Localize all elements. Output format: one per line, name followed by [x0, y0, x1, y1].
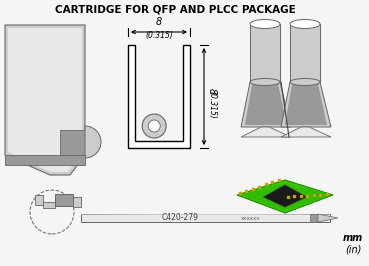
Polygon shape — [290, 24, 320, 82]
Polygon shape — [128, 45, 190, 148]
Text: (0.315): (0.315) — [207, 90, 216, 118]
Bar — [287, 196, 290, 199]
Polygon shape — [5, 155, 85, 165]
Circle shape — [148, 120, 160, 132]
Text: (0.315): (0.315) — [145, 31, 173, 40]
Ellipse shape — [290, 19, 320, 28]
Text: CARTRIDGE FOR QFP AND PLCC PACKAGE: CARTRIDGE FOR QFP AND PLCC PACKAGE — [55, 5, 295, 15]
Polygon shape — [237, 180, 333, 213]
Bar — [245, 190, 248, 193]
Bar — [43, 202, 55, 208]
Polygon shape — [263, 185, 307, 207]
Bar — [265, 183, 268, 186]
Bar — [252, 188, 255, 191]
Bar — [313, 194, 316, 197]
Bar — [306, 194, 309, 197]
Text: 8: 8 — [207, 88, 217, 95]
Polygon shape — [318, 214, 338, 222]
Polygon shape — [241, 82, 291, 127]
Polygon shape — [285, 84, 327, 125]
Bar — [35, 195, 43, 205]
Bar — [319, 194, 323, 197]
Text: (in): (in) — [345, 245, 361, 255]
Circle shape — [142, 114, 166, 138]
Polygon shape — [245, 84, 287, 125]
Bar — [278, 179, 281, 182]
Polygon shape — [250, 24, 280, 82]
Text: xxxxxx: xxxxxx — [241, 215, 260, 221]
Bar — [81, 214, 330, 222]
Bar — [55, 194, 73, 206]
Text: mm: mm — [343, 233, 363, 243]
Bar — [310, 214, 318, 222]
Bar — [239, 192, 242, 195]
Bar — [326, 193, 329, 196]
Polygon shape — [60, 130, 85, 155]
Polygon shape — [5, 25, 85, 175]
Polygon shape — [240, 183, 330, 211]
Ellipse shape — [250, 19, 280, 28]
Text: 8: 8 — [156, 17, 162, 27]
Polygon shape — [281, 82, 331, 127]
Ellipse shape — [290, 78, 320, 85]
Bar — [293, 195, 296, 198]
Bar — [73, 197, 81, 207]
Polygon shape — [8, 28, 82, 172]
Ellipse shape — [250, 78, 280, 85]
Polygon shape — [281, 127, 331, 137]
Text: C420-279: C420-279 — [162, 214, 199, 222]
Polygon shape — [241, 127, 291, 137]
Bar — [271, 181, 274, 184]
Wedge shape — [85, 126, 101, 158]
Bar — [258, 185, 261, 189]
Bar — [300, 195, 303, 198]
